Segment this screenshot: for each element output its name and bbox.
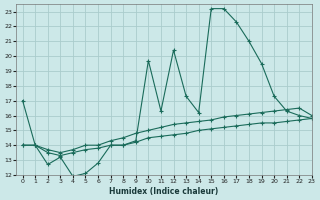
- X-axis label: Humidex (Indice chaleur): Humidex (Indice chaleur): [109, 187, 219, 196]
